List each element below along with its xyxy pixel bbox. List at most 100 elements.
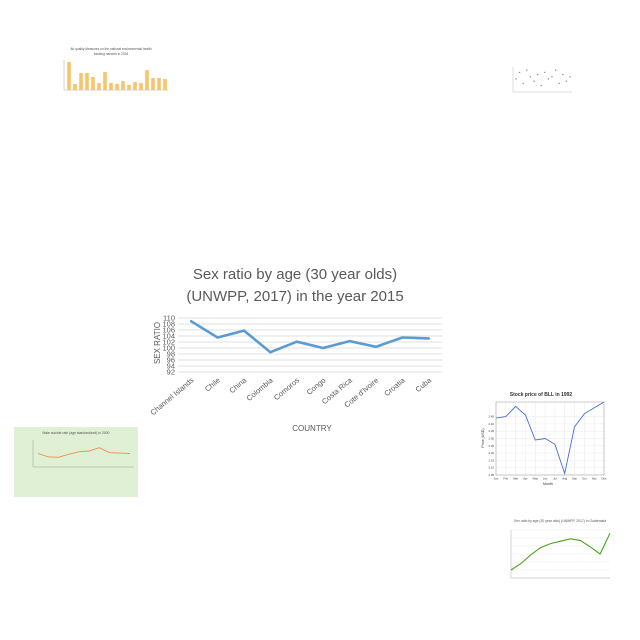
- thumb-scatter-point: [569, 76, 571, 78]
- thumb-stock-x-tick-labels: Jan Feb Mar Apr May Jun Jul Aug Sep Oct Nov Dec: [494, 477, 607, 481]
- thumb-stock-x-tick-label: Jan: [494, 477, 499, 481]
- thumb-stock-x-tick-label: Dec: [602, 477, 608, 481]
- thumb-suicide-line: [37, 447, 131, 458]
- thumb-scatter-point: [533, 80, 535, 82]
- thumb-scatter-point: [558, 82, 560, 85]
- thumb-stock-x-tick-label: Oct: [582, 477, 587, 481]
- main-x-axis-label: COUNTRY: [292, 424, 332, 433]
- thumb-stock-x-tick-label: Nov: [592, 477, 598, 481]
- thumb-stock-y-tick-label: 2.10: [489, 466, 495, 470]
- thumb-bar-chart: Air quality Measures on the national env…: [63, 47, 168, 91]
- thumb-stock-title: Stock price of BLL in 1992: [510, 392, 573, 398]
- thumb-scatter-point: [554, 69, 557, 71]
- thumb-bar: [115, 84, 119, 90]
- thumb-scatter-point: [536, 73, 539, 76]
- thumb-stock-x-tick-label: Sep: [572, 477, 577, 481]
- thumb-suicide-chart: Male suicide rate (age standardized) in …: [14, 427, 138, 497]
- main-series: [189, 319, 431, 354]
- thumb-scatter-point: [562, 73, 564, 76]
- thumb-guatemala-chart: Sex ratio by age (30 year olds) (UNWPP, …: [510, 519, 611, 579]
- main-x-tick-label: Cuba: [414, 375, 434, 394]
- thumb-scatter-chart: [512, 67, 572, 93]
- thumb-stock-series: [495, 401, 605, 476]
- main-x-tick-label: China: [227, 375, 248, 395]
- thumb-stock-x-tick-label: Jun: [543, 477, 548, 481]
- thumb-suicide-series: [37, 447, 131, 458]
- thumb-stock-y-tick-label: 2.05: [489, 473, 495, 477]
- thumb-bar: [85, 73, 89, 90]
- main-chart: Sex ratio by age (30 year olds) (UNWPP, …: [148, 266, 442, 433]
- thumb-bar: [163, 79, 167, 90]
- main-y-tick-label: 94: [167, 362, 175, 371]
- thumb-bar: [151, 78, 155, 90]
- thumb-bar: [133, 82, 137, 90]
- thumb-scatter-point: [522, 82, 524, 85]
- thumb-bar: [73, 84, 77, 90]
- thumb-bar: [103, 72, 107, 90]
- thumb-stock-x-axis-label: Month: [543, 482, 553, 486]
- main-chart-title-line-1: Sex ratio by age (30 year olds): [193, 266, 397, 283]
- thumb-suicide-background: [14, 427, 138, 497]
- main-y-tick-label: 98: [167, 350, 175, 359]
- thumb-scatter-point: [540, 84, 542, 87]
- thumb-stock-y-tick-label: 2.25: [489, 444, 495, 448]
- main-x-tick-label: Croatia: [382, 375, 407, 398]
- thumb-bar: [79, 73, 83, 90]
- thumb-bar: [121, 81, 125, 90]
- thumb-stock-y-tick-label: 2.30: [489, 437, 495, 441]
- thumb-bar-title-line-1: Air quality Measures on the national env…: [70, 47, 151, 51]
- thumb-bar: [97, 83, 101, 90]
- main-x-tick-label: Chile: [203, 376, 222, 394]
- thumb-stock-gridlines: [495, 401, 605, 476]
- thumb-scatter-series: [515, 69, 571, 87]
- main-y-tick-label: 104: [162, 332, 175, 341]
- thumb-bar-title-line-2: tracking network in 2004: [94, 52, 129, 56]
- thumb-stock-y-tick-label: 2.35: [489, 429, 495, 433]
- thumb-stock-chart: Stock price of BLL in 1992 2.052.102.152…: [481, 392, 607, 486]
- main-y-tick-label: 108: [162, 320, 175, 329]
- main-x-tick-labels: Channel Islands Chile ChinaColombiaComoros…: [148, 375, 433, 417]
- thumb-stock-x-tick-label: Apr: [523, 477, 527, 481]
- thumb-stock-y-tick-labels: 2.05 2.10 2.15 2.20 2.25 2.30 2.35 2.40 2.45: [489, 415, 495, 477]
- main-y-tick-label: 92: [167, 368, 175, 377]
- thumb-stock-y-axis-label: Price (USD): [481, 428, 485, 447]
- main-x-tick-label: Comoros: [272, 375, 301, 402]
- main-y-tick-label: 100: [162, 344, 175, 353]
- thumb-scatter-point: [526, 69, 528, 71]
- main-x-tick-label: Channel Islands: [148, 375, 195, 417]
- thumb-stock-y-tick-label: 2.20: [489, 451, 495, 455]
- main-series-line: [189, 319, 431, 354]
- thumb-stock-y-tick-label: 2.45: [489, 415, 495, 419]
- thumb-stock-x-tick-label: Jul: [553, 477, 557, 481]
- thumb-scatter-point: [515, 78, 517, 80]
- thumb-guatemala-title: Sex ratio by age (30 year olds) (UNWPP, …: [514, 519, 606, 523]
- thumb-bar: [127, 85, 131, 90]
- thumb-stock-y-tick-label: 2.40: [489, 422, 495, 426]
- thumb-suicide-title: Male suicide rate (age standardized) in …: [43, 431, 110, 435]
- thumb-stock-x-tick-label: May: [533, 477, 539, 481]
- thumb-guatemala-gridlines: [510, 529, 610, 579]
- thumb-bar: [109, 83, 113, 90]
- thumb-scatter-point: [551, 76, 553, 78]
- thumb-stock-line: [495, 401, 605, 476]
- thumb-guatemala-series: [510, 532, 611, 571]
- thumb-scatter-point: [565, 80, 568, 82]
- thumb-guatemala-line: [510, 532, 611, 571]
- thumb-bar: [91, 77, 95, 90]
- thumb-bar: [145, 70, 149, 90]
- thumb-scatter-point: [518, 71, 521, 74]
- thumb-bar: [157, 78, 161, 90]
- main-y-axis-label: SEX RATIO: [153, 322, 162, 364]
- thumb-stock-frame: [495, 401, 605, 476]
- thumb-bar: [139, 83, 143, 90]
- main-x-tick-label: Colombia: [245, 375, 276, 403]
- main-y-tick-label: 110: [163, 314, 175, 323]
- main-chart-title-line-2: (UNWPP, 2017) in the year 2015: [186, 288, 403, 305]
- thumb-scatter-point: [544, 71, 546, 74]
- thumb-stock-x-tick-label: Aug: [562, 477, 567, 481]
- thumb-bar: [67, 62, 71, 90]
- thumb-scatter-point: [529, 76, 532, 78]
- main-y-tick-label: 102: [162, 338, 175, 347]
